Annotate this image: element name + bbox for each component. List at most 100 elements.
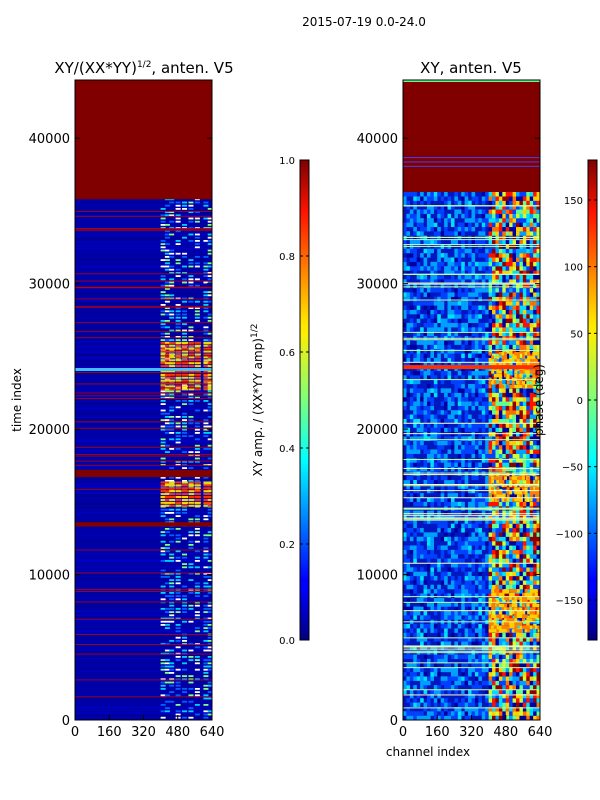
heat-cell — [526, 309, 530, 315]
heat-cell — [519, 672, 524, 677]
heat-cell — [522, 632, 527, 638]
heat-cell — [447, 200, 452, 206]
heat-cell — [533, 637, 537, 642]
heat-cell — [433, 423, 438, 428]
heat-cell — [194, 646, 200, 649]
heat-cell — [406, 584, 411, 590]
heat-cell — [519, 405, 524, 411]
heat-cell — [505, 702, 510, 708]
heat-cell — [492, 554, 496, 559]
heat-cell — [529, 628, 534, 633]
heat-cell — [471, 266, 476, 271]
heat-cell — [529, 453, 534, 459]
heat-cell — [420, 253, 424, 258]
heat-cell — [409, 449, 414, 454]
heat-cell — [509, 379, 513, 385]
heat-cell — [164, 211, 170, 213]
heat-cell — [536, 200, 540, 206]
heat-cell — [164, 294, 170, 297]
heat-cell — [522, 462, 527, 468]
heat-cell — [433, 274, 438, 280]
heat-cell — [509, 209, 513, 214]
heat-cell — [409, 318, 414, 324]
heat-cell — [440, 632, 445, 638]
heat-cell — [502, 549, 506, 555]
heat-cell — [512, 410, 517, 415]
heat-cell — [522, 222, 527, 228]
heat-cell — [207, 483, 212, 485]
heat-cell — [169, 649, 175, 652]
heat-cell — [471, 589, 476, 594]
heat-cell — [433, 519, 438, 524]
heat-cell — [433, 480, 438, 485]
heat-flag-line — [75, 460, 212, 462]
heat-cell — [413, 545, 417, 550]
heat-cell — [492, 296, 496, 302]
heat-cell — [492, 414, 496, 420]
heat-cell — [509, 667, 513, 673]
heat-cell — [464, 584, 469, 590]
heat-cell — [529, 288, 534, 293]
heat-cell — [437, 654, 441, 660]
heat-cell — [519, 279, 524, 284]
heat-cell — [488, 331, 493, 337]
heat-cell — [188, 579, 194, 581]
heat-cell — [464, 615, 469, 620]
heat-hot-cell — [194, 365, 201, 368]
heat-cell — [423, 632, 428, 638]
heat-cell — [495, 327, 500, 332]
heat-cell — [485, 283, 489, 289]
heat-cell — [169, 681, 175, 684]
heat-cell — [409, 475, 414, 481]
heat-texture — [75, 371, 212, 373]
heat-cell — [457, 401, 462, 406]
heat-cell — [403, 418, 407, 424]
heat-cell — [416, 218, 421, 223]
heat-cell — [203, 400, 209, 402]
heat-cell — [430, 427, 434, 433]
heat-cell — [403, 493, 407, 498]
heat-cell — [423, 628, 428, 633]
heat-cell — [182, 252, 188, 255]
heat-cell — [485, 667, 489, 673]
heat-cell — [509, 554, 513, 559]
heat-hot-cell — [164, 504, 171, 507]
heat-cell — [481, 545, 486, 550]
heat-cell — [403, 397, 407, 402]
heat-cell — [454, 606, 458, 612]
heat-cell — [529, 667, 534, 673]
heat-cell — [203, 694, 209, 697]
heat-hot-cell — [182, 501, 189, 504]
heat-cell — [481, 541, 486, 546]
heat-cell — [207, 531, 212, 533]
heat-cell — [447, 567, 452, 572]
heat-texture — [75, 422, 212, 424]
heat-cell — [423, 672, 428, 677]
heat-cell — [488, 536, 493, 542]
heat-cell — [194, 691, 200, 693]
heat-cell — [413, 213, 417, 219]
heat-cell — [175, 240, 181, 242]
heat-cell — [457, 309, 462, 315]
heat-cell — [516, 314, 520, 319]
heat-cell — [502, 571, 506, 577]
heat-cell — [188, 329, 194, 332]
heat-cell — [194, 483, 200, 485]
heat-cell — [203, 294, 209, 297]
heat-cell — [481, 362, 486, 367]
heat-cell — [526, 641, 530, 646]
heat-cell — [203, 716, 209, 719]
heat-hot-cell — [194, 376, 201, 379]
heat-cell — [444, 292, 448, 297]
heat-cell — [533, 410, 537, 415]
heat-cell — [516, 283, 520, 289]
heat-cell — [481, 288, 486, 293]
heat-hot-cell — [194, 382, 201, 385]
heat-cell — [519, 558, 524, 564]
heat-cell — [420, 266, 424, 271]
heat-flag-line — [75, 589, 212, 591]
heat-cell — [519, 480, 524, 485]
heat-cell — [406, 510, 411, 516]
heat-cell — [182, 620, 188, 623]
heat-cell — [464, 610, 469, 616]
